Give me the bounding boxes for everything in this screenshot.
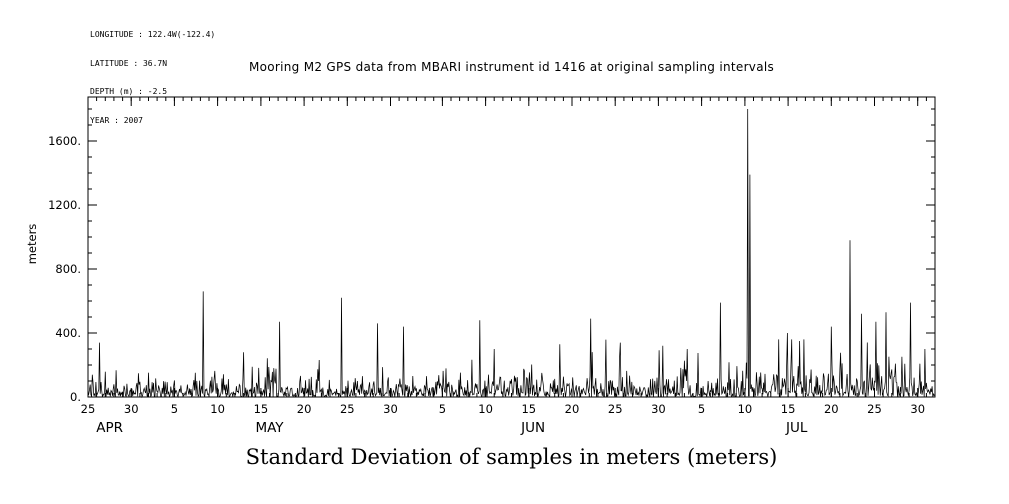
x-tick-label: 30 [124,402,139,416]
x-tick-label: 30 [910,402,925,416]
x-tick-label: 15 [781,402,796,416]
x-tick-label: 15 [521,402,536,416]
x-tick-label: 20 [297,402,312,416]
x-tick-label: 30 [383,402,398,416]
chart-title: Mooring M2 GPS data from MBARI instrumen… [248,60,775,74]
x-tick-label: 25 [81,402,96,416]
x-month-label: MAY [255,420,284,436]
x-tick-label: 5 [698,402,705,416]
x-tick-label: 5 [439,402,446,416]
metadata-latitude: LATITUDE : 36.7N [90,58,168,68]
x-tick-label: 10 [210,402,225,416]
x-tick-label: 25 [608,402,623,416]
x-tick-label: 20 [824,402,839,416]
x-tick-label: 10 [478,402,493,416]
plot-frame [87,96,936,398]
metadata-block: LONGITUDE : 122.4W(-122.4) LATITUDE : 36… [90,11,215,144]
x-month-label: APR [96,420,123,436]
y-tick-label: 1600. [48,134,81,148]
x-tick-label: 20 [565,402,580,416]
figure-caption: Standard Deviation of samples in meters … [245,445,778,469]
x-tick-label: 5 [171,402,178,416]
x-tick-label: 10 [738,402,753,416]
series-line [87,108,935,399]
x-tick-label: 30 [651,402,666,416]
y-tick-label: 400. [55,326,81,340]
metadata-longitude: LONGITUDE : 122.4W(-122.4) [90,30,216,39]
metadata-year: YEAR : 2007 [90,115,143,125]
x-tick-label: 25 [340,402,355,416]
x-month-label: JUL [785,420,808,436]
x-month-label: JUN [520,420,545,436]
y-tick-label: 0. [70,390,81,404]
metadata-depth: DEPTH (m) : -2.5 [90,87,168,96]
y-tick-label: 800. [55,262,81,276]
x-tick-label: 15 [254,402,269,416]
y-tick-label: 1200. [48,198,81,212]
x-tick-label: 25 [867,402,882,416]
